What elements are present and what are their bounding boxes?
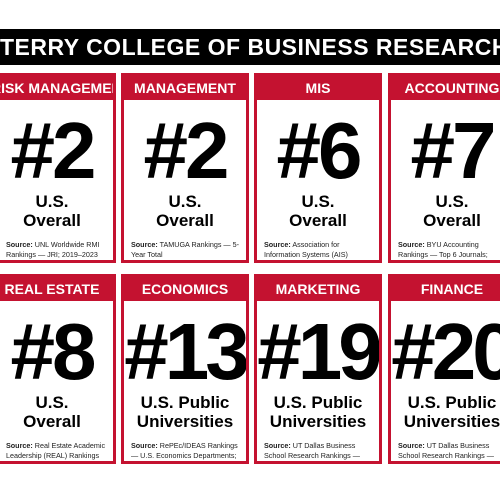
- source-text: TAMUGA Rankings — 5-Year Total: [131, 240, 239, 259]
- card-rank: #13: [124, 307, 246, 396]
- source-text: Real Estate Academic Leadership (REAL) R…: [6, 441, 106, 460]
- source-label: Source:: [6, 240, 33, 249]
- card-source: Source: Real Estate Academic Leadership …: [6, 441, 108, 461]
- source-label: Source:: [131, 240, 158, 249]
- card-source: Source: RePEc/IDEAS Rankings — U.S. Econ…: [131, 441, 241, 461]
- source-text: UNL Worldwide RMI Rankings — JRI; 2019–2…: [6, 240, 100, 259]
- card-source: Source: BYU Accounting Rankings — Top 6 …: [398, 240, 500, 260]
- card-source: Source: UNL Worldwide RMI Rankings — JRI…: [6, 240, 108, 260]
- source-label: Source:: [398, 240, 425, 249]
- card-scope: U.S. Public Universities: [136, 393, 234, 431]
- source-label: Source:: [264, 240, 291, 249]
- card-rank: #8: [10, 307, 97, 396]
- page-title: TERRY COLLEGE OF BUSINESS RESEARCH RANKI…: [0, 29, 500, 65]
- card-source: Source: UT Dallas Business School Resear…: [398, 441, 500, 461]
- card-category: ACCOUNTING: [391, 76, 500, 100]
- source-label: Source:: [6, 441, 33, 450]
- card-scope: U.S. Overall: [156, 192, 214, 230]
- ranking-card-real-estate: REAL ESTATE #8 U.S. Overall Source: Real…: [0, 274, 116, 464]
- ranking-card-risk-management: RISK MANAGEMENT #2 U.S. Overall Source: …: [0, 73, 116, 263]
- ranking-card-accounting: ACCOUNTING #7 U.S. Overall Source: BYU A…: [388, 73, 500, 263]
- card-source: Source: TAMUGA Rankings — 5-Year Total: [131, 240, 241, 260]
- ranking-card-management: MANAGEMENT #2 U.S. Overall Source: TAMUG…: [121, 73, 249, 263]
- card-rank: #20: [391, 307, 500, 396]
- card-rank: #7: [410, 106, 497, 195]
- source-text: UT Dallas Business School Research Ranki…: [264, 441, 360, 460]
- source-label: Source:: [398, 441, 425, 450]
- card-scope: U.S. Overall: [23, 192, 81, 230]
- card-category: MANAGEMENT: [124, 76, 246, 100]
- card-category: FINANCE: [391, 277, 500, 301]
- source-text: UT Dallas Business School Research Ranki…: [398, 441, 494, 460]
- card-scope: U.S. Overall: [423, 192, 481, 230]
- ranking-card-marketing: MARKETING #19 U.S. Public Universities S…: [254, 274, 382, 464]
- source-label: Source:: [264, 441, 291, 450]
- ranking-card-economics: ECONOMICS #13 U.S. Public Universities S…: [121, 274, 249, 464]
- card-category: MIS: [257, 76, 379, 100]
- source-text: Association for Information Systems (AIS…: [264, 240, 348, 259]
- card-rank: #2: [143, 106, 230, 195]
- source-text: BYU Accounting Rankings — Top 6 Journals…: [398, 240, 488, 259]
- card-rank: #2: [10, 106, 97, 195]
- card-scope: U.S. Public Universities: [403, 393, 500, 431]
- card-scope: U.S. Overall: [23, 393, 81, 431]
- card-category: MARKETING: [257, 277, 379, 301]
- card-category: ECONOMICS: [124, 277, 246, 301]
- ranking-card-finance: FINANCE #20 U.S. Public Universities Sou…: [388, 274, 500, 464]
- card-source: Source: Association for Information Syst…: [264, 240, 374, 260]
- card-category: REAL ESTATE: [0, 277, 113, 301]
- card-rank: #19: [257, 307, 379, 396]
- card-rank: #6: [276, 106, 363, 195]
- ranking-card-mis: MIS #6 U.S. Overall Source: Association …: [254, 73, 382, 263]
- card-source: Source: UT Dallas Business School Resear…: [264, 441, 374, 461]
- card-scope: U.S. Overall: [289, 192, 347, 230]
- source-text: RePEc/IDEAS Rankings — U.S. Economics De…: [131, 441, 238, 460]
- card-scope: U.S. Public Universities: [269, 393, 367, 431]
- source-label: Source:: [131, 441, 158, 450]
- card-category: RISK MANAGEMENT: [0, 76, 113, 100]
